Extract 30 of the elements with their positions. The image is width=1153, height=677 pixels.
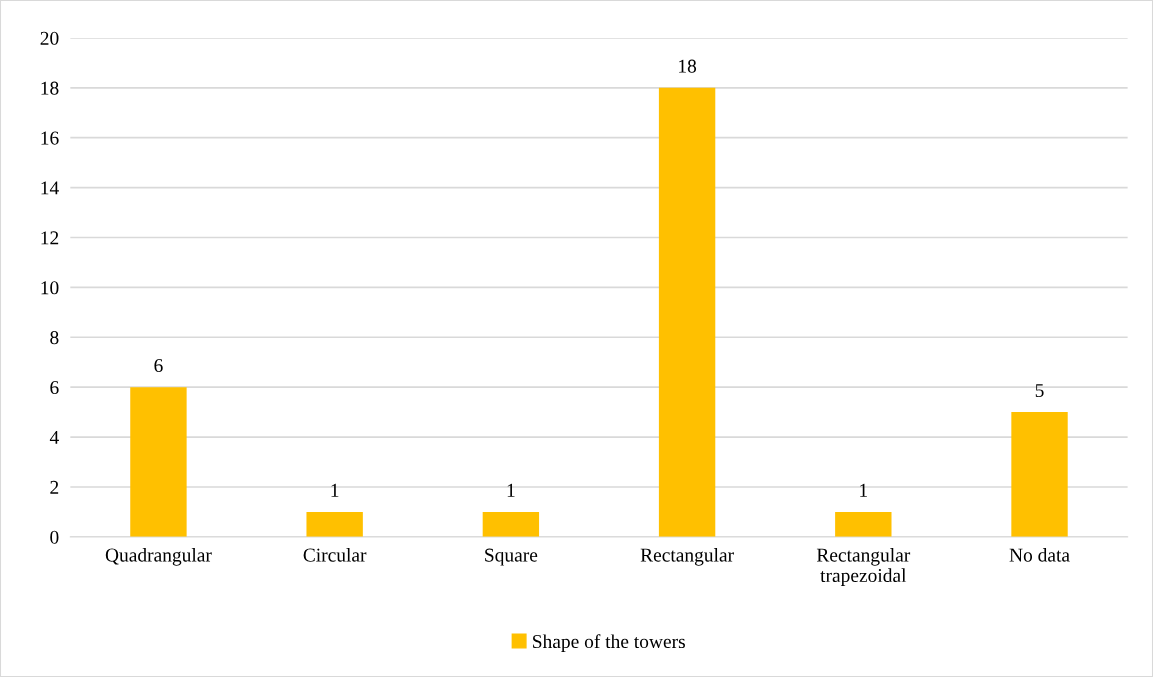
y-tick-label: 20	[40, 31, 59, 45]
bar	[1011, 412, 1068, 537]
bar	[482, 511, 540, 537]
y-tick-label: 8	[50, 331, 59, 345]
data-label: 1	[860, 483, 867, 497]
y-tick-label: 0	[50, 530, 59, 544]
x-tick-label: Rectangular trapezoidal	[816, 547, 911, 586]
data-label: 18	[679, 59, 697, 73]
y-tick-label: 16	[41, 131, 59, 145]
y-tick-label: 2	[50, 480, 59, 494]
y-tick-label: 10	[41, 281, 59, 295]
y-tick-label: 6	[50, 381, 59, 395]
y-tick-label: 18	[41, 81, 59, 95]
x-tick-label: Square	[485, 548, 538, 566]
x-tick-label: No data	[1009, 547, 1070, 562]
bar	[835, 511, 892, 537]
y-tick-label: 12	[41, 231, 59, 245]
y-tick-label: 14	[41, 181, 59, 195]
bar	[658, 87, 716, 537]
x-tick-label: Quadrangular	[105, 547, 212, 566]
bar	[306, 511, 363, 537]
data-label: 6	[154, 359, 163, 373]
data-label: 1	[507, 483, 515, 497]
x-tick-label: Rectangular	[640, 547, 734, 566]
legend-label: Shape of the towers	[533, 634, 685, 653]
bar	[130, 387, 187, 537]
x-tick-label: Circular	[303, 547, 367, 562]
y-tick-label: 4	[49, 431, 59, 444]
data-label: 5	[1035, 384, 1044, 398]
data-label: 1	[331, 483, 339, 497]
